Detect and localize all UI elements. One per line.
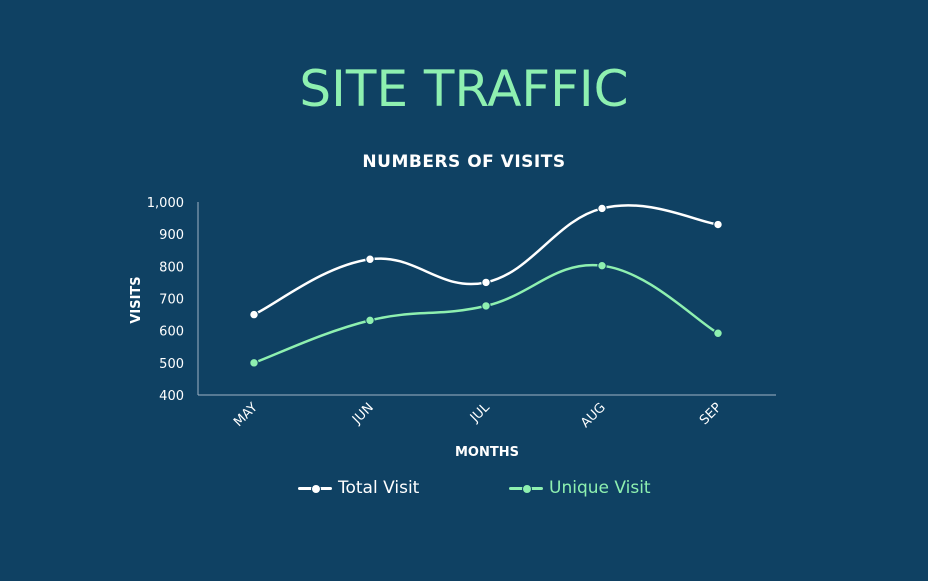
y-tick-label: 400 — [159, 389, 184, 404]
series-lines — [249, 203, 723, 368]
legend: Total Visit Unique Visit — [0, 476, 928, 500]
series-line — [252, 204, 720, 316]
x-tick-label: MAY — [231, 400, 261, 430]
data-point — [597, 203, 607, 214]
data-point — [365, 254, 375, 264]
x-axis-title: MONTHS — [455, 445, 519, 460]
data-point — [481, 301, 491, 311]
axes — [197, 202, 776, 396]
series-total-visit — [249, 203, 723, 320]
data-point — [365, 315, 375, 326]
data-point — [249, 309, 259, 320]
legend-swatch-unique-visit — [509, 476, 543, 500]
legend-swatch-total-visit — [298, 476, 332, 500]
legend-item-total-visit: Total Visit — [298, 476, 419, 500]
data-point — [713, 328, 723, 338]
legend-label-total-visit: Total Visit — [338, 478, 420, 498]
y-tick-labels: 400 500 600 700 800 900 1,000 — [147, 196, 184, 404]
x-tick-label: SEP — [697, 400, 725, 428]
legend-item-unique-visit: Unique Visit — [509, 476, 651, 500]
y-tick-label: 500 — [159, 357, 184, 372]
data-point — [249, 358, 259, 368]
y-axis-title: VISITS — [129, 276, 144, 323]
y-tick-label: 1,000 — [147, 196, 184, 211]
x-tick-labels: MAY JUN JUL AUG SEP — [231, 400, 725, 431]
legend-label-unique-visit: Unique Visit — [549, 478, 651, 498]
x-tick-label: JUN — [349, 400, 377, 428]
chart-title: SITE TRAFFIC — [299, 60, 629, 118]
y-tick-label: 900 — [159, 228, 184, 243]
y-tick-label: 600 — [159, 325, 184, 340]
series-unique-visit — [249, 260, 723, 368]
y-tick-label: 800 — [159, 260, 184, 275]
data-point — [481, 277, 491, 288]
y-tick-label: 700 — [159, 293, 184, 308]
x-tick-label: AUG — [578, 400, 609, 431]
chart-subtitle: NUMBERS OF VISITS — [362, 152, 566, 172]
x-tick-label: JUL — [467, 400, 493, 426]
data-point — [713, 219, 723, 230]
data-point — [597, 260, 607, 271]
